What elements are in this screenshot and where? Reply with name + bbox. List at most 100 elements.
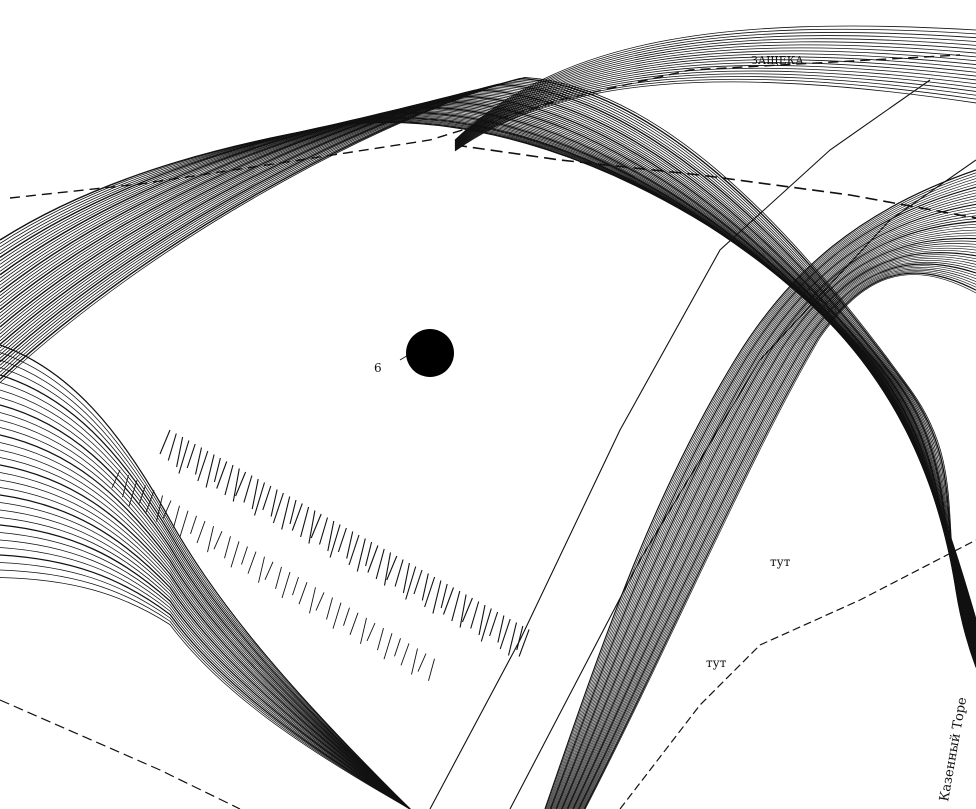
contour-line [0,93,976,652]
dotted-track-line [619,539,976,809]
lower-slope-hatch-mark [326,597,333,620]
steep-contour-line [573,254,976,809]
slope-hatch-mark [194,447,203,475]
valley-contour-line [0,427,411,809]
steep-contour-line [556,206,976,809]
valley-contour-line [0,457,411,809]
valley-contour-line [0,449,411,809]
slope-hatch-mark [470,601,480,629]
steep-contour-line [561,220,976,809]
lower-left-dashed-line [0,699,241,809]
lower-slope-hatch-mark [332,602,342,629]
contour-line [0,77,976,668]
steep-contour-line [560,218,976,809]
steep-contour-line [555,203,976,809]
valley-contour-line [0,359,411,809]
steep-contour-line [566,237,976,809]
lower-slope-hatch-mark [162,500,172,519]
slope-hatch-mark [499,618,511,650]
slope-hatch-mark [216,461,228,489]
lower-slope-hatch-mark [173,505,180,528]
steep-contour-line [572,252,976,809]
slope-hatch-mark [251,478,259,510]
lower-slope-hatch-mark [298,582,308,605]
valley-contour-line [0,532,411,809]
lower-slope-hatch-mark [122,474,129,498]
slope-hatch-mark [232,468,240,502]
contour-line [0,97,976,647]
lower-slope-hatch-mark [400,643,410,666]
slope-hatch-mark [262,485,272,511]
ridge-contour-line [454,38,976,143]
contour-line [0,83,976,661]
slope-hatch-mark [346,531,354,559]
valley-contour-line [0,554,411,809]
ridge-contour-line [454,44,976,144]
valley-contour-line [0,389,411,809]
lower-slope-hatch-mark [258,556,265,583]
steep-contour-line [577,261,976,809]
valley-contour-line [0,374,411,809]
valley-contour-line [0,547,411,809]
lower-slope-hatch-mark [349,612,359,635]
steep-contour-line [553,195,976,809]
slope-hatch-mark [480,608,492,642]
steep-contour-line [581,268,976,809]
valley-contour-line [0,382,411,809]
lower-slope-hatch-mark [196,520,206,544]
slope-hatch-mark [178,440,190,474]
valley-contour-line [0,539,411,809]
steep-contour-line [570,247,976,809]
slope-hatch-mark [394,559,404,587]
slope-hatch-mark [348,534,360,566]
slope-hatch-mark [270,489,278,517]
steep-contour-line [550,186,976,809]
ridge-contour-line [454,35,976,143]
steep-contour-line [549,183,976,809]
slope-hatch-mark [318,517,329,545]
slope-hatch-mark [461,597,473,623]
lower-slope-hatch-mark [247,551,257,574]
lower-slope-hatch-mark [377,627,384,651]
contour-lines [0,25,976,809]
slope-hatch-mark [159,429,171,455]
contour-line [0,80,976,665]
valley-contour-line [0,479,411,809]
contour-line [0,86,976,659]
slope-hatch-mark [243,475,253,503]
slope-hatch-mark [329,524,341,558]
slope-hatch-mark [327,520,335,552]
steep-contour-line [565,232,976,809]
steep-contour-line [579,265,976,809]
lower-slope-hatch-mark [224,536,231,559]
steep-contour-line [557,209,976,809]
steep-contour-line [575,258,976,809]
tumulus-label-1: тут [770,555,791,569]
second-cut-line [509,159,976,809]
valley-contour-line [0,344,411,809]
steep-contour-line [544,169,976,809]
valley-contour-line [0,524,411,809]
contour-line [0,90,976,654]
slope-hatch-mark [386,555,398,581]
contour-line [0,100,976,645]
steep-contour-line [546,175,976,809]
lower-slope-hatch-mark [139,485,146,504]
lower-slope-hatch-mark [128,480,138,507]
slope-hatch-mark [497,615,505,643]
slope-hatch-mark [489,611,499,637]
steep-contour-line [583,271,976,809]
slope-hatch-mark [272,492,284,524]
lower-slope-hatch-mark [156,495,163,522]
steep-contour-line [548,181,976,809]
ridge-contour-line [454,41,976,144]
ridge-contour-line [454,73,976,150]
steep-contour-line [568,240,976,809]
slope-hatch-mark [176,436,184,468]
slope-hatching [111,429,530,681]
slope-hatch-mark [310,513,322,539]
steep-contour-line [574,256,976,809]
lower-slope-hatch-mark [111,469,121,489]
ridge-contour-line [454,47,976,145]
